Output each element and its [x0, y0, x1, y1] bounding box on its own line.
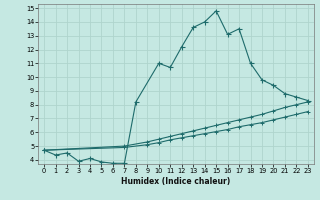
X-axis label: Humidex (Indice chaleur): Humidex (Indice chaleur) — [121, 177, 231, 186]
